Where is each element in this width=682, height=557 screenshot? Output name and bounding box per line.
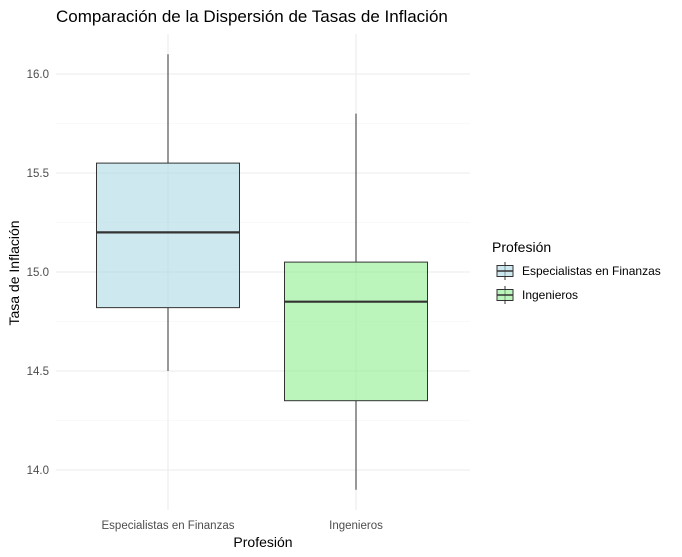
x-tick-label: Especialistas en Finanzas (102, 520, 235, 532)
box-rect (284, 261, 428, 402)
boxes (96, 54, 428, 490)
legend-item: Ingenieros (496, 286, 578, 304)
x-axis-title: Profesión (233, 534, 292, 550)
legend: Profesión Especialistas en Finanzas Ingen… (492, 239, 661, 304)
legend-label: Especialistas en Finanzas (522, 264, 661, 278)
y-tick-label: 15.5 (27, 168, 49, 180)
box-rect (96, 162, 240, 309)
box-ingenieros (284, 113, 428, 490)
legend-title: Profesión (492, 239, 551, 255)
chart-title: Comparación de la Dispersión de Tasas de… (56, 7, 448, 26)
y-tick-label: 14.5 (27, 366, 49, 378)
legend-item: Especialistas en Finanzas (496, 262, 661, 280)
y-axis-title: Tasa de Inflación (6, 220, 22, 325)
y-axis-ticks: 14.0 14.5 15.0 15.5 16.0 (27, 69, 49, 477)
box-especialistas (96, 54, 240, 371)
x-tick-label: Ingenieros (329, 520, 383, 532)
y-tick-label: 14.0 (27, 465, 49, 477)
legend-label: Ingenieros (522, 288, 578, 302)
y-tick-label: 16.0 (27, 69, 49, 81)
x-axis-ticks: Especialistas en Finanzas Ingenieros (102, 520, 384, 532)
legend-items: Especialistas en Finanzas Ingenieros (496, 262, 661, 304)
y-tick-label: 15.0 (27, 267, 49, 279)
